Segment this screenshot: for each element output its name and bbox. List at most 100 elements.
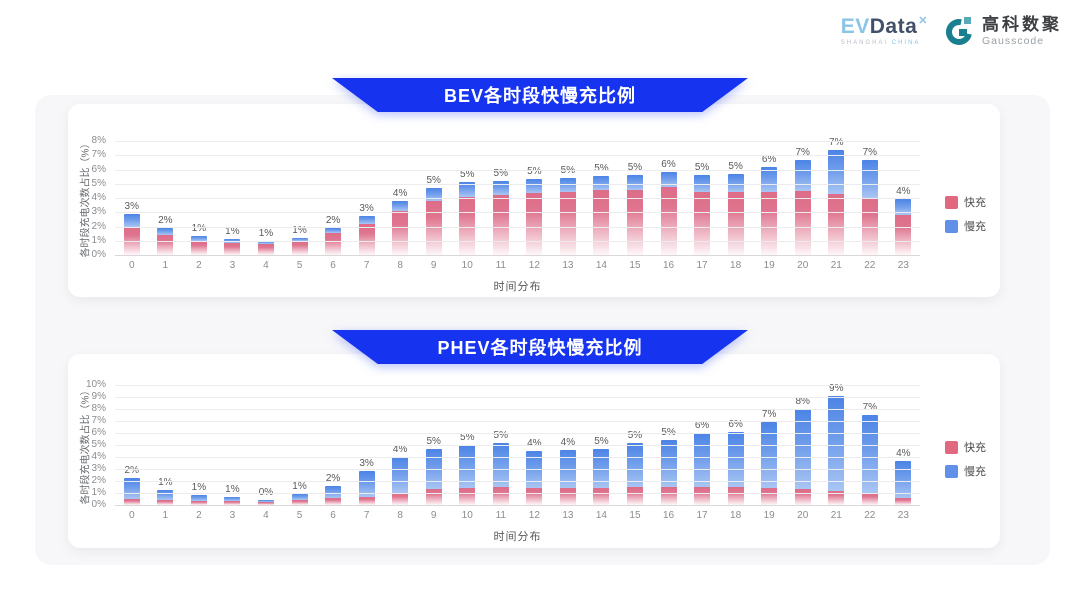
bar-column: 7% — [819, 137, 853, 255]
y-axis-tick: 6% — [91, 163, 106, 175]
bar-value-label: 4% — [392, 444, 408, 455]
gausscode-text: 高科数聚 Gausscode — [982, 16, 1062, 47]
y-axis-tick: 9% — [91, 391, 106, 402]
stacked-bar — [694, 175, 711, 255]
bar-value-label: 1% — [158, 477, 173, 488]
x-axis-tick: 21 — [830, 260, 842, 271]
phev-chart-title: PHEV各时段快慢充比例 — [437, 338, 643, 358]
evdata-wordmark: EVData✕ — [841, 16, 928, 38]
fast-charge-segment — [660, 487, 677, 505]
bar-value-label: 2% — [124, 465, 139, 476]
y-axis-ticks: 0% 1% 2% 3% 4% 5% 6% 7% 8% 9% 10% — [68, 379, 110, 510]
evdata-sub-right: CHINA — [891, 40, 921, 47]
legend-item-fast-charge[interactable]: 快充 — [945, 439, 986, 455]
fast-charge-segment — [559, 488, 576, 505]
bar-value-label: 7% — [761, 409, 777, 421]
bar-column: 1% — [182, 385, 216, 505]
x-axis-tick: 7 — [363, 260, 370, 271]
fast-charge-segment — [492, 487, 509, 505]
bev-title-banner: BEV各时段快慢充比例 — [332, 78, 748, 112]
fast-charge-segment — [425, 200, 442, 255]
slow-charge-segment — [123, 213, 140, 227]
bar-column: 3% — [350, 385, 384, 505]
bar-value-label: 2% — [325, 473, 341, 485]
x-axis-tick: 6 — [330, 510, 336, 521]
bar-column: 1% — [249, 141, 283, 255]
fast-charge-segment — [157, 499, 174, 505]
x-axis-tick: 8 — [397, 260, 403, 271]
fast-charge-segment — [626, 190, 643, 255]
stacked-bar — [492, 180, 509, 255]
stacked-bar — [325, 227, 342, 255]
slow-charge-segment — [828, 395, 845, 491]
fast-charge-segment — [291, 241, 308, 255]
bar-column: 7% — [786, 141, 820, 255]
bar-column: 3% — [350, 141, 384, 255]
bar-value-label: 1% — [191, 223, 207, 235]
x-axis-tick: 16 — [662, 510, 675, 521]
stacked-bar — [123, 213, 140, 255]
stacked-bar — [626, 442, 643, 505]
y-axis-tick: 0% — [91, 249, 106, 260]
bar-value-label: 2% — [158, 214, 173, 226]
stacked-bar — [626, 175, 643, 255]
x-axis-tick: 4 — [263, 510, 269, 521]
legend-item-slow-charge[interactable]: 慢充 — [945, 218, 986, 234]
evdata-subtext: SHANGHAI CHINA — [841, 40, 921, 46]
slow-charge-segment — [794, 159, 811, 191]
x-axis-tick: 17 — [696, 260, 708, 271]
bar-column: 7% — [752, 385, 786, 505]
bar-value-label: 7% — [862, 146, 878, 158]
legend-label-slow: 慢充 — [964, 221, 986, 233]
fast-charge-segment — [794, 489, 811, 505]
x-axis-tick: 13 — [562, 260, 574, 271]
slow-charge-segment — [593, 448, 610, 489]
gridline — [115, 141, 920, 142]
gridline — [115, 397, 920, 398]
y-axis-tick: 0% — [91, 499, 106, 510]
slow-charge-segment — [727, 431, 744, 487]
slow-charge-swatch-icon — [945, 464, 958, 478]
bar-column: 5% — [484, 385, 518, 505]
fast-charge-segment — [626, 487, 643, 505]
fast-charge-segment — [157, 235, 174, 255]
gridline — [115, 493, 920, 494]
stacked-bar — [157, 490, 174, 505]
x-axis-tick: 20 — [797, 260, 809, 271]
y-axis-tick: 3% — [91, 206, 106, 218]
stacked-bar — [157, 227, 174, 255]
bar-value-label: 7% — [795, 146, 810, 158]
fast-charge-segment — [895, 215, 912, 255]
fast-charge-segment — [660, 187, 677, 255]
stacked-bar — [593, 448, 610, 505]
stacked-bar — [358, 471, 375, 505]
evdata-sub-left: SHANGHAI — [840, 40, 889, 47]
stacked-bar — [895, 199, 912, 255]
x-axis-tick: 3 — [229, 510, 236, 521]
bar-value-label: 7% — [862, 402, 878, 413]
fast-charge-segment — [459, 196, 476, 255]
bar-value-label: 0% — [259, 487, 273, 498]
legend-item-slow-charge[interactable]: 慢充 — [945, 463, 986, 479]
gridline — [115, 155, 920, 157]
x-axis-tick: 3 — [229, 260, 236, 271]
bar-value-label: 5% — [728, 160, 743, 172]
x-axis-tick: 13 — [562, 510, 574, 521]
y-axis-tick: 6% — [91, 427, 106, 438]
gridline — [115, 409, 920, 410]
gridline — [115, 445, 920, 446]
gridline — [115, 240, 920, 242]
x-axis-tick: 4 — [263, 260, 269, 271]
slow-charge-segment — [392, 457, 409, 493]
plot-area: 3% 2% 1% 1% 1% 1% 2% 3% 4% 5% 5% 5% 5% 5% 5% 5% 6% 5% 5% 6%… — [115, 137, 920, 256]
slow-charge-segment — [593, 175, 610, 191]
bar-column: 0% — [249, 385, 283, 505]
bar-column: 1% — [216, 385, 250, 505]
fast-charge-segment — [224, 501, 241, 505]
bar-value-label: 6% — [694, 420, 710, 431]
bar-value-label: 5% — [426, 175, 441, 187]
legend-item-fast-charge[interactable]: 快充 — [945, 194, 986, 210]
fast-charge-segment — [526, 488, 543, 505]
stacked-bar — [526, 179, 543, 255]
stacked-bar — [559, 449, 576, 505]
